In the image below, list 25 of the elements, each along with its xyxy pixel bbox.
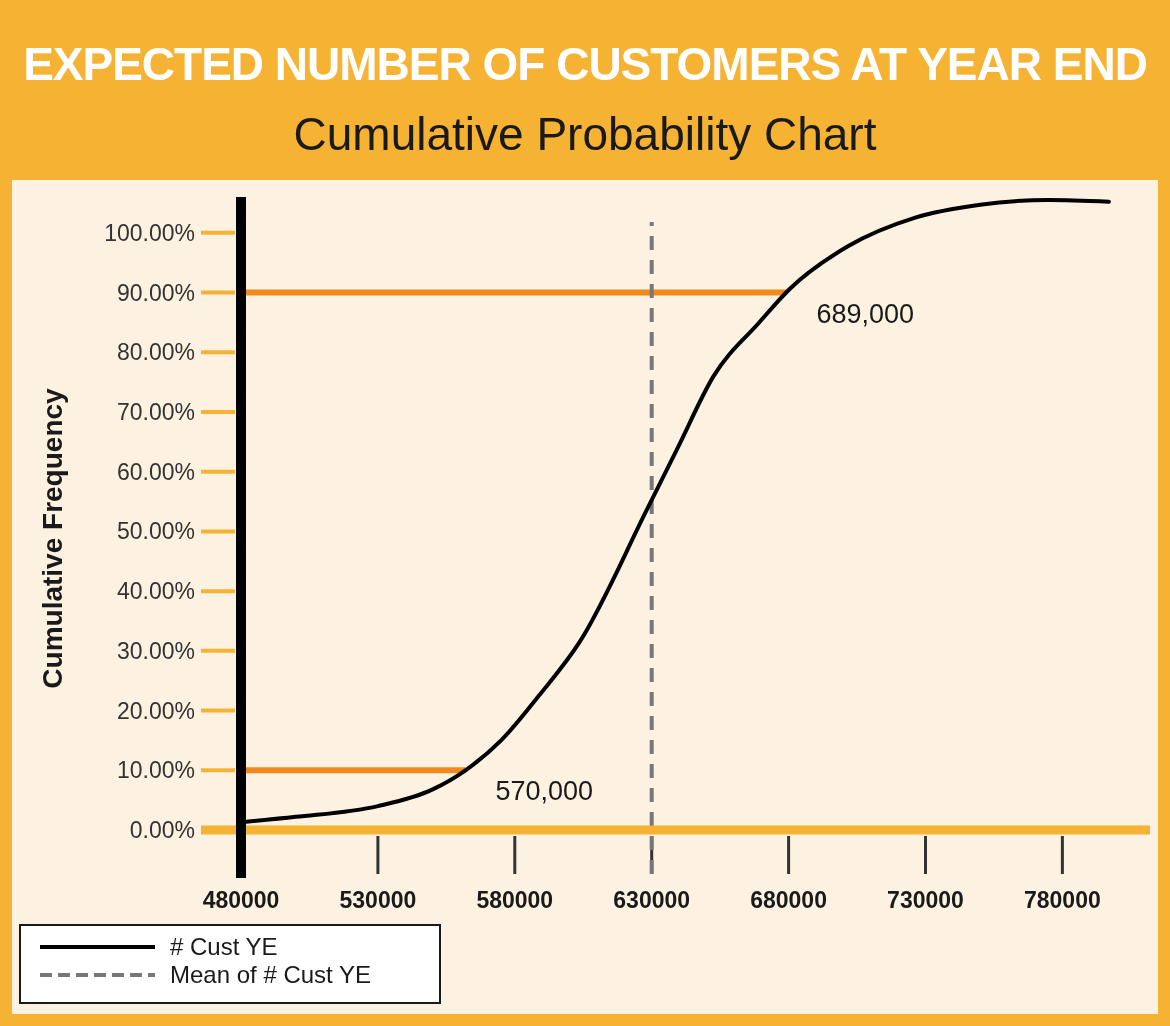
annotation: 570,000 bbox=[495, 776, 594, 807]
x-tick-label: 680000 bbox=[750, 887, 827, 913]
y-tick-label: 40.00% bbox=[116, 578, 195, 605]
y-tick-label: 60.00% bbox=[116, 458, 195, 485]
y-tick-label: 10.00% bbox=[116, 757, 195, 784]
y-tick-label: 20.00% bbox=[116, 697, 195, 724]
x-tick-label: 730000 bbox=[887, 887, 964, 913]
y-tick-label: 80.00% bbox=[116, 339, 195, 366]
y-tick-label: 100.00% bbox=[104, 219, 195, 246]
y-tick-label: 30.00% bbox=[116, 637, 195, 664]
legend-label: # Cust YE bbox=[170, 933, 278, 960]
y-tick-label: 70.00% bbox=[116, 398, 195, 425]
y-tick-label: 50.00% bbox=[116, 518, 195, 545]
x-tick-label: 780000 bbox=[1024, 887, 1101, 913]
annotation: 689,000 bbox=[816, 298, 915, 329]
y-tick-label: 90.00% bbox=[116, 279, 195, 306]
chart-subtitle: Cumulative Probability Chart bbox=[293, 108, 877, 160]
x-tick-label: 530000 bbox=[339, 887, 417, 913]
y-tick-label: 0.00% bbox=[129, 817, 195, 843]
x-tick-label: 630000 bbox=[613, 887, 691, 913]
chart-title: EXPECTED NUMBER OF CUSTOMERS AT YEAR END bbox=[23, 38, 1147, 90]
x-tick-label: 480000 bbox=[202, 887, 280, 913]
legend-label: Mean of # Cust YE bbox=[170, 961, 371, 988]
y-axis-title: Cumulative Frequency bbox=[37, 387, 68, 689]
x-tick-label: 580000 bbox=[476, 887, 554, 913]
